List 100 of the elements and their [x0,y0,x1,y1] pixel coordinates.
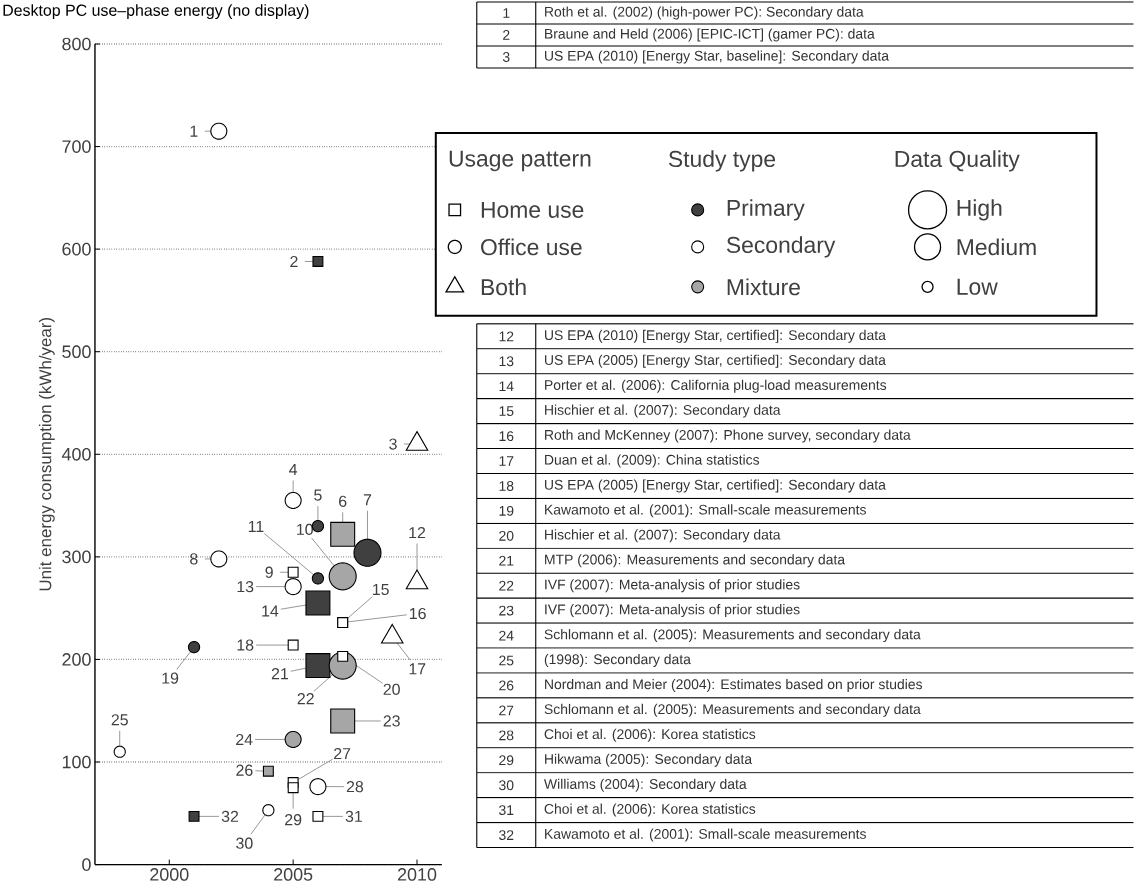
text: Data Quality [895,150,1020,172]
text: Choi et al. (2006): Korea statistics [544,729,756,743]
annotation: 31 [345,810,362,823]
text: Nordman and Meier (2004): Estimates based on prior studies [545,679,923,693]
text: Secondary [726,236,836,258]
text: Kawamoto et al. (2001): Small-scale measurements [545,504,866,518]
annotation: 14 [262,605,279,617]
annotation: 5 [314,489,322,501]
text: Hikwama (2005): Secondary data [545,753,753,767]
text: US EPA (2005) [Energy Star, certified]: Secondary data [545,354,886,368]
annotation: 29 [285,814,302,826]
text: Roth and McKenney (2007): Phone survey, secondary data [545,429,911,443]
text: Primary [727,199,805,221]
annotation: 13 [237,581,254,593]
annotation: 10 [297,523,313,536]
annotation: 8 [190,553,198,565]
text: 2 [503,30,510,41]
text: High [957,199,1002,221]
text: 30 [499,780,514,791]
text: Braune and Held (2006) [EPIC-ICT] (gamer PC): data [545,28,875,42]
y-tick-label: 500 [62,345,91,359]
text: 29 [499,755,514,766]
text: 18 [499,481,514,492]
annotation: 1 [190,125,198,137]
annotation: 30 [236,837,253,850]
text: Choi et al. (2006): Korea statistics [544,803,756,817]
annotation: 32 [221,810,239,823]
annotation: 25 [111,714,128,726]
y-tick-label: 800 [62,37,91,51]
annotation: 20 [383,683,400,696]
text: 3 [502,52,510,63]
annotation: 21 [271,668,289,680]
annotation: 28 [346,781,364,793]
text: MTP (2006): Measurements and secondary data [545,554,846,568]
text: 31 [499,805,514,816]
annotation: 7 [363,494,372,506]
x-tick-label: 2010 [397,868,437,882]
text: 22 [499,581,514,591]
text: Hischier et al. (2007): Secondary data [545,404,781,418]
text: US EPA (2010) [Energy Star, baseline]: Secondary data [545,50,890,64]
annotation: 3 [389,438,397,450]
text: 28 [499,730,514,741]
y-tick-label: 100 [62,755,91,769]
annotation: 9 [265,566,273,579]
text: Mixture [727,278,800,296]
text: 20 [499,531,514,541]
text: 17 [499,456,514,466]
text: Study type [668,150,776,172]
text: Kawamoto et al. (2001): Small-scale measurements [545,828,866,842]
text: 27 [499,705,514,716]
annotation: 2 [290,256,298,268]
text: 23 [499,605,514,616]
text: 1 [503,8,510,19]
text: US EPA (2005) [Energy Star, certified]: Secondary data [545,479,886,493]
y-tick-label: 400 [61,448,91,461]
text: Porter et al. (2006): California plug-load measurements [545,379,887,393]
legend-title: Usage pattern [449,150,591,172]
annotation: 26 [236,764,253,777]
legend-label: Both [481,278,526,296]
text: 12 [499,331,514,342]
text: 25 [499,655,514,666]
text: Williams (2004): Secondary data [544,778,747,792]
text: Hischier et al. (2007): Secondary data [545,529,781,543]
annotation: 6 [339,495,347,508]
text: Roth et al. (2002) (high-power PC): Secondary data [545,6,864,20]
annotation: 18 [237,639,254,651]
y-tick-label: 0 [82,858,91,872]
x-tick-label: 2000 [150,868,189,882]
legend-label: Home use [481,202,584,219]
text: IVF (2007): Meta-analysis of prior studies [545,604,800,618]
annotation: 12 [409,527,426,539]
text: 13 [499,356,514,367]
text: Schlomann et al. (2005): Measurements and secondary data [544,704,921,718]
y-tick-label: 300 [62,550,91,564]
annotation: 19 [162,672,179,684]
annotation: 27 [334,748,351,760]
annotation: 22 [297,693,314,705]
text: 16 [499,431,514,442]
text: 15 [499,406,514,417]
annotation: 11 [248,521,264,533]
x-tick-label: 2005 [274,868,313,882]
annotation: 16 [410,608,426,620]
text: 26 [499,680,514,691]
annotation: 17 [409,663,426,675]
y-tick-label: 600 [62,243,91,256]
text: Medium [957,238,1036,256]
text: Low [957,279,998,296]
text: 24 [499,630,514,641]
annotation: 4 [289,464,298,476]
text: Schlomann et al. (2005): Measurements and secondary data [544,629,921,643]
text: IVF (2007): Meta-analysis of prior studies [545,579,800,593]
text: 19 [499,506,514,517]
legend-label: Office use [481,238,582,256]
annotation: 24 [236,734,253,746]
text: US EPA (2010) [Energy Star, certified]: Secondary data [545,330,886,344]
text: (1998): Secondary data [544,654,691,668]
y-tick-label: 200 [62,653,91,666]
annotation: 23 [383,715,400,727]
text: 32 [499,830,514,841]
chart-title: Desktop PC use–phase energy (no display) [3,4,309,20]
